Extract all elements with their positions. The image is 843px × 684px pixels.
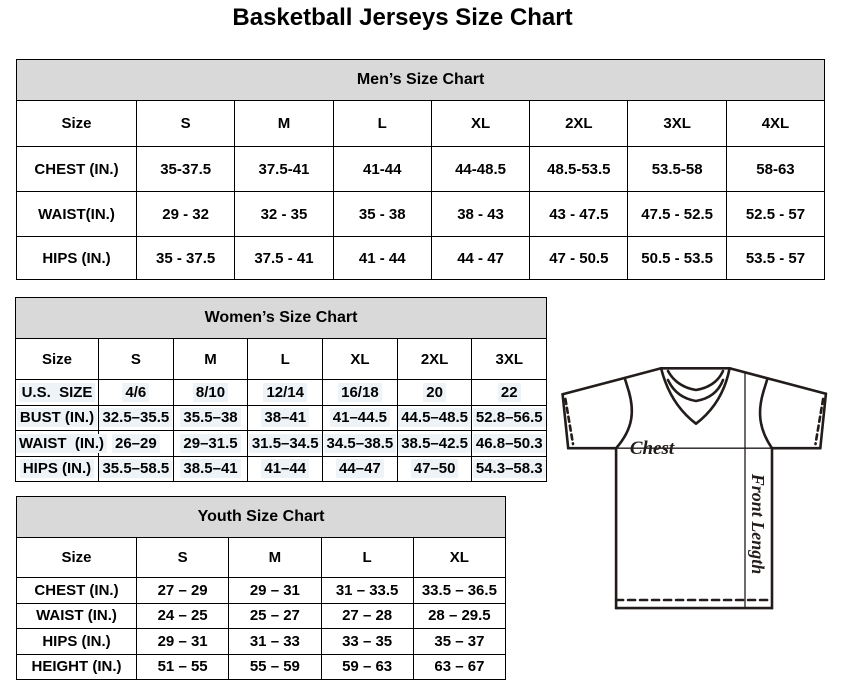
svg-text:Chest: Chest xyxy=(630,438,675,459)
svg-text:Front Length: Front Length xyxy=(748,473,768,575)
